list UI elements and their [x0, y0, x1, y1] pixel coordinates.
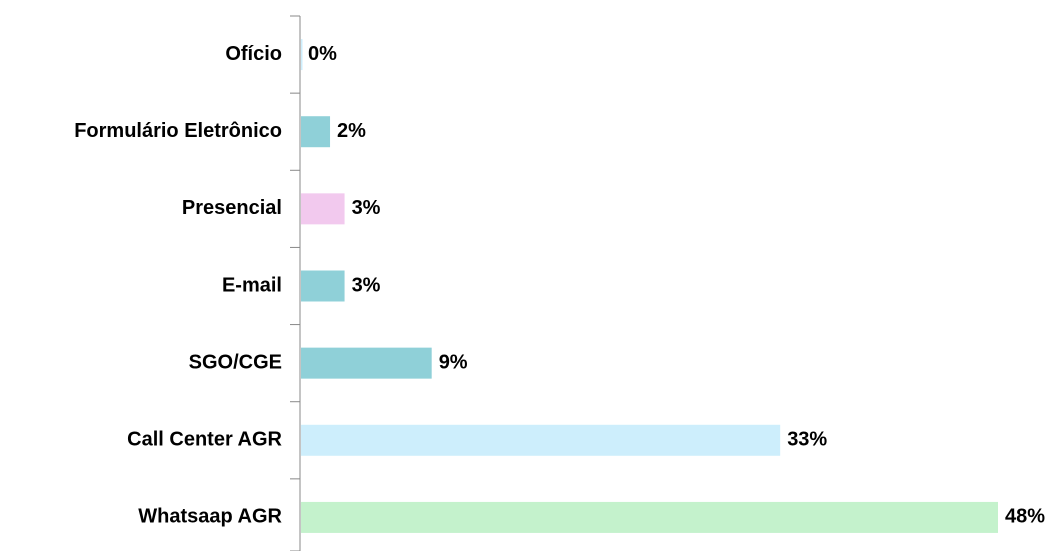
y-tick-label: Formulário Eletrônico	[74, 120, 282, 142]
y-tick-label: Call Center AGR	[127, 429, 282, 451]
bar	[301, 270, 345, 302]
data-label: 9%	[439, 351, 468, 373]
bar	[301, 424, 781, 456]
y-tick-label: SGO/CGE	[189, 351, 282, 373]
y-tick-label: E-mail	[222, 274, 282, 296]
bar	[301, 116, 331, 148]
bar	[301, 193, 345, 225]
y-tick-label: Whatsaap AGR	[138, 506, 282, 528]
data-label: 2%	[337, 120, 366, 142]
bar	[301, 501, 998, 533]
data-label: 33%	[787, 429, 827, 451]
y-tick-label: Presencial	[182, 197, 282, 219]
data-label: 0%	[308, 43, 337, 65]
bar	[301, 347, 432, 379]
data-label: 3%	[352, 274, 381, 296]
y-tick-label: Ofício	[225, 43, 282, 65]
data-label: 48%	[1005, 506, 1045, 528]
data-label: 3%	[352, 197, 381, 219]
bar	[301, 39, 303, 71]
